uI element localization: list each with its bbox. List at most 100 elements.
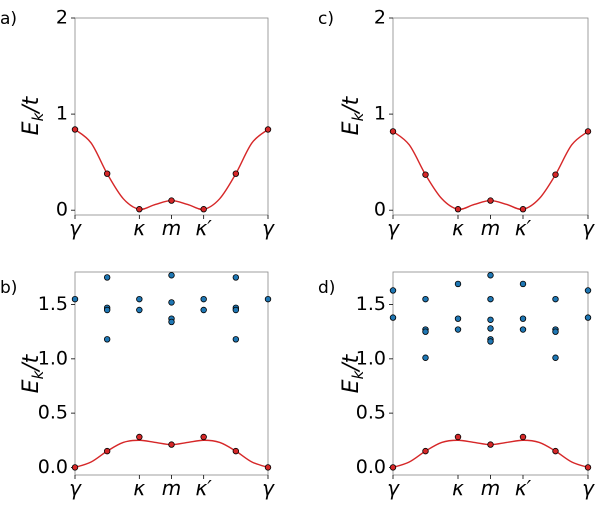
x-tick-label: κ′ xyxy=(515,476,532,500)
data-point-red xyxy=(584,464,592,471)
data-point-red xyxy=(71,464,79,471)
y-tick-label: 1.5 xyxy=(38,293,68,315)
data-point-blue xyxy=(487,338,494,345)
y-tick-label: 0.0 xyxy=(356,456,386,478)
data-point-red xyxy=(200,433,207,441)
data-point-blue xyxy=(136,295,143,303)
panel-3: d) Ek/t 0.0 0.5 1.0 1.5 γ κ m κ′ γ xyxy=(318,271,595,500)
data-point-blue xyxy=(200,295,207,303)
data-point-blue xyxy=(487,325,494,332)
data-point-red xyxy=(232,170,240,177)
y-tick-label: 0 xyxy=(374,199,386,221)
data-point-blue xyxy=(454,326,462,333)
y-axis-label: Ek/t xyxy=(19,353,47,393)
panel-1: c) Ek/t 0 1 2 γ κ m κ′ γ xyxy=(318,7,595,241)
x-tick-label: κ′ xyxy=(196,216,213,240)
y-tick-label: 0.5 xyxy=(356,402,386,424)
data-point-blue xyxy=(519,315,527,322)
panel-label: b) xyxy=(0,278,17,298)
y-tick-label: 0.5 xyxy=(38,402,68,424)
data-point-blue xyxy=(264,295,272,303)
x-tick-label: m xyxy=(481,216,500,240)
data-point-red xyxy=(232,447,240,455)
x-tick-label: κ xyxy=(133,476,145,500)
data-point-red xyxy=(103,447,111,455)
data-point-blue xyxy=(519,280,527,288)
x-tick-label: γ xyxy=(387,216,400,240)
data-point-red xyxy=(71,126,79,133)
data-point-red xyxy=(200,206,207,213)
data-point-blue xyxy=(454,280,462,288)
y-tick-label: 2 xyxy=(374,7,386,29)
y-tick-label: 2 xyxy=(56,7,68,29)
y-tick-label: 1.5 xyxy=(356,293,386,315)
y-tick-label: 1.0 xyxy=(38,347,68,369)
data-point-red xyxy=(519,206,527,213)
x-tick-label: γ xyxy=(69,216,82,240)
y-tick-label: 1 xyxy=(374,103,386,125)
data-point-red xyxy=(389,128,397,135)
y-tick-label: 0.0 xyxy=(38,456,68,478)
data-point-blue xyxy=(584,287,592,294)
data-point-red xyxy=(264,126,272,133)
data-point-red xyxy=(454,433,462,441)
data-point-blue xyxy=(232,336,240,343)
x-tick-label: γ xyxy=(262,476,275,500)
data-point-red xyxy=(422,447,429,455)
y-tick-label: 1 xyxy=(56,103,68,125)
data-point-blue xyxy=(389,314,397,321)
data-point-blue xyxy=(487,295,494,303)
data-point-blue xyxy=(103,336,111,343)
data-point-blue xyxy=(422,295,429,303)
data-point-blue xyxy=(168,299,175,306)
y-axis-label: Ek/t xyxy=(339,353,367,393)
data-point-blue xyxy=(584,314,592,321)
data-point-blue xyxy=(487,272,494,279)
data-point-red xyxy=(422,171,429,178)
data-point-red xyxy=(168,197,175,204)
data-point-red xyxy=(487,197,494,204)
data-point-blue xyxy=(389,287,397,294)
data-point-blue xyxy=(487,316,494,323)
y-axis-label: Ek/t xyxy=(339,95,367,135)
data-point-red xyxy=(389,464,397,471)
data-point-blue xyxy=(103,274,111,281)
data-point-red xyxy=(487,441,494,448)
x-tick-label: κ xyxy=(133,216,145,240)
x-tick-label: γ xyxy=(69,476,82,500)
data-point-red xyxy=(584,128,592,135)
data-point-blue xyxy=(168,318,175,326)
data-point-red xyxy=(552,171,559,178)
x-tick-label: κ xyxy=(452,216,464,240)
data-point-blue xyxy=(136,306,143,314)
x-tick-label: κ xyxy=(452,476,464,500)
data-point-blue xyxy=(552,328,559,335)
panel-2: b) Ek/t 0.0 0.5 1.0 1.5 γ κ m κ′ γ xyxy=(0,271,275,500)
y-tick-label: 1.0 xyxy=(356,347,386,369)
x-tick-label: γ xyxy=(387,476,400,500)
data-point-red xyxy=(264,464,272,471)
panel-label: c) xyxy=(318,9,334,29)
y-axis-label: Ek/t xyxy=(19,95,47,135)
data-point-blue xyxy=(232,274,240,281)
data-point-red xyxy=(552,447,559,455)
x-tick-label: κ′ xyxy=(196,476,213,500)
x-tick-label: m xyxy=(162,216,181,240)
panel-label: d) xyxy=(318,278,335,298)
data-point-blue xyxy=(422,328,429,335)
data-point-blue xyxy=(422,354,429,361)
data-point-blue xyxy=(168,272,175,279)
data-point-blue xyxy=(200,306,207,314)
band-curve xyxy=(74,128,269,211)
data-point-blue xyxy=(519,326,527,333)
data-point-blue xyxy=(552,295,559,303)
data-point-blue xyxy=(454,315,462,322)
data-point-red xyxy=(168,441,175,448)
axes-frame xyxy=(392,17,589,216)
panel-label: a) xyxy=(0,9,17,29)
panel-0: a) Ek/t 0 1 2 γ κ m κ′ γ xyxy=(0,7,275,241)
data-point-red xyxy=(103,170,111,177)
data-point-blue xyxy=(103,306,111,314)
x-tick-label: γ xyxy=(262,216,275,240)
